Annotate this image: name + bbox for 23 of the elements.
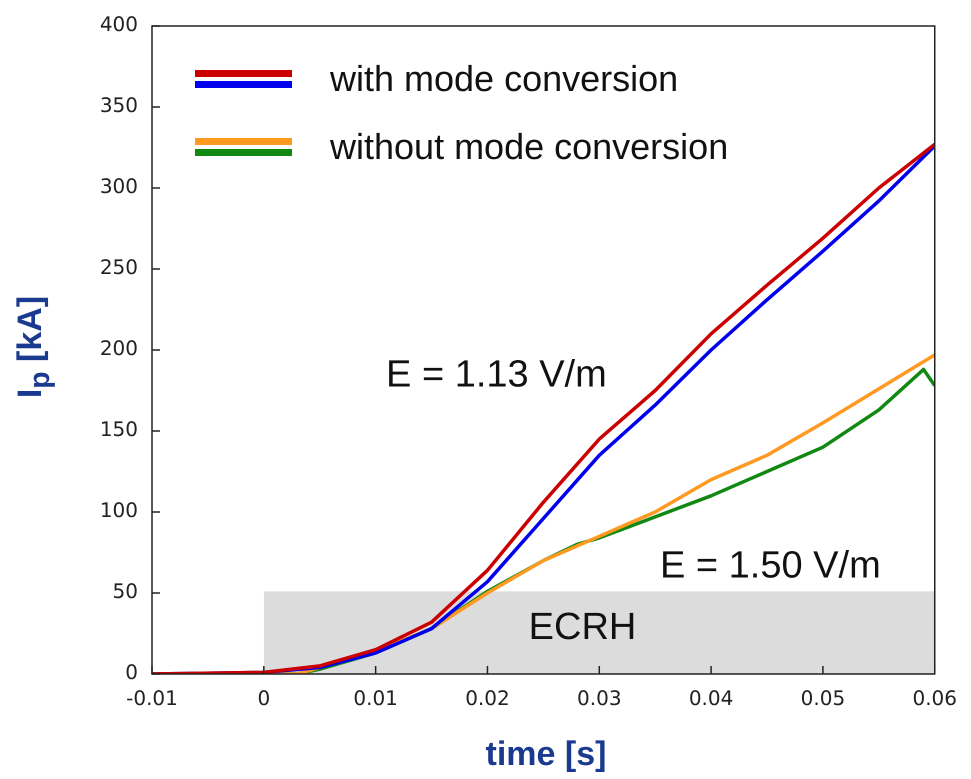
- y-tick-label: 0: [125, 660, 138, 684]
- y-tick-label: 350: [100, 93, 138, 118]
- x-tick-label: 0.04: [688, 686, 734, 710]
- x-tick-label: 0: [257, 686, 270, 710]
- x-tick-label: 0.03: [577, 686, 622, 710]
- x-tick-label: 0.02: [465, 686, 510, 710]
- x-tick-label: 0.01: [353, 686, 398, 710]
- y-tick-label: 250: [100, 255, 138, 280]
- annotation: E = 1.13 V/m: [386, 353, 607, 396]
- legend-label: with mode conversion: [330, 58, 678, 100]
- x-tick-label: 0.05: [800, 686, 846, 710]
- y-tick-label: 100: [100, 498, 138, 522]
- y-tick-label: 150: [100, 417, 138, 442]
- legend-label: without mode conversion: [330, 126, 728, 168]
- x-tick-label: 0.06: [912, 686, 957, 710]
- y-tick-label: 300: [100, 174, 138, 198]
- y-tick-label: 200: [100, 336, 138, 360]
- y-tick-label: 400: [100, 12, 138, 36]
- y-tick-label: 50: [112, 579, 138, 604]
- x-axis-title: time [s]: [486, 735, 606, 774]
- annotation: ECRH: [528, 606, 636, 648]
- x-tick-label: -0.01: [126, 686, 178, 710]
- annotation: E = 1.50 V/m: [660, 544, 881, 587]
